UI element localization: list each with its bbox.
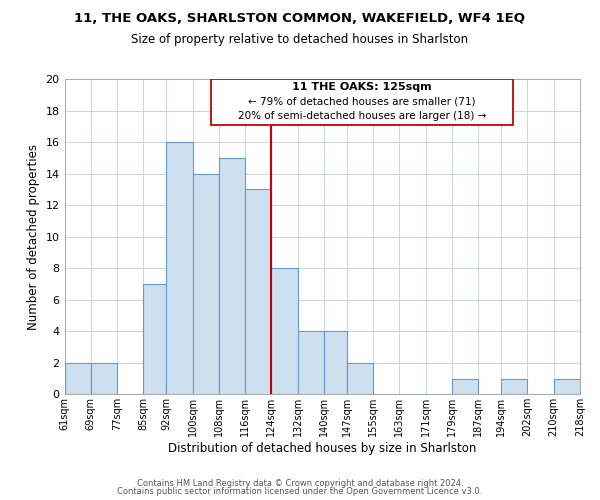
Bar [143,284,166,395]
Bar [166,142,193,395]
Bar [193,174,219,394]
Text: 11 THE OAKS: 125sqm: 11 THE OAKS: 125sqm [292,82,432,92]
Text: Size of property relative to detached houses in Sharlston: Size of property relative to detached ho… [131,32,469,46]
Bar [91,363,117,394]
Bar [554,378,580,394]
Bar [271,268,298,394]
Y-axis label: Number of detached properties: Number of detached properties [27,144,40,330]
Text: 20% of semi-detached houses are larger (18) →: 20% of semi-detached houses are larger (… [238,112,487,122]
X-axis label: Distribution of detached houses by size in Sharlston: Distribution of detached houses by size … [168,442,476,455]
Text: Contains HM Land Registry data © Crown copyright and database right 2024.: Contains HM Land Registry data © Crown c… [137,478,463,488]
Bar [347,363,373,394]
Bar [324,331,347,394]
Bar [452,378,478,394]
Text: Contains public sector information licensed under the Open Government Licence v3: Contains public sector information licen… [118,487,482,496]
Text: 11, THE OAKS, SHARLSTON COMMON, WAKEFIELD, WF4 1EQ: 11, THE OAKS, SHARLSTON COMMON, WAKEFIEL… [74,12,526,26]
Bar [65,363,91,394]
Bar [245,190,271,394]
Bar [298,331,324,394]
Bar [219,158,245,394]
Text: ← 79% of detached houses are smaller (71): ← 79% of detached houses are smaller (71… [248,97,476,107]
Bar [501,378,527,394]
FancyBboxPatch shape [211,79,513,124]
